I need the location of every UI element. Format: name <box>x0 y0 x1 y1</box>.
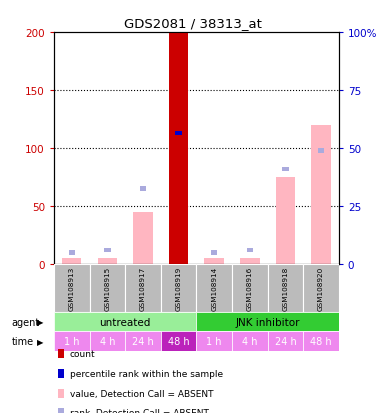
Text: GSM108919: GSM108919 <box>176 266 182 310</box>
Bar <box>54 312 196 332</box>
Bar <box>54 332 90 351</box>
Text: count: count <box>70 349 95 358</box>
Bar <box>240 259 259 264</box>
Text: GSM108914: GSM108914 <box>211 266 217 310</box>
Text: agent: agent <box>12 317 40 327</box>
Bar <box>268 332 303 351</box>
Text: GDS2081 / 38313_at: GDS2081 / 38313_at <box>124 17 261 29</box>
Text: GSM108915: GSM108915 <box>104 266 110 310</box>
Text: time: time <box>12 337 33 347</box>
Bar <box>282 167 289 172</box>
Bar <box>90 332 125 351</box>
Text: 4 h: 4 h <box>242 337 258 347</box>
Text: rank, Detection Call = ABSENT: rank, Detection Call = ABSENT <box>70 408 209 413</box>
Bar <box>311 126 331 264</box>
Bar <box>232 332 268 351</box>
Text: ▶: ▶ <box>37 337 44 346</box>
Bar <box>232 264 268 312</box>
Text: value, Detection Call = ABSENT: value, Detection Call = ABSENT <box>70 389 213 398</box>
Bar <box>133 212 153 264</box>
Text: GSM108916: GSM108916 <box>247 266 253 310</box>
Bar <box>104 248 110 253</box>
Text: 48 h: 48 h <box>310 337 332 347</box>
Bar <box>303 264 339 312</box>
Text: 48 h: 48 h <box>168 337 189 347</box>
Bar <box>125 264 161 312</box>
Bar <box>246 248 253 253</box>
Bar <box>196 264 232 312</box>
Bar <box>125 332 161 351</box>
Text: 24 h: 24 h <box>132 337 154 347</box>
Bar <box>62 259 82 264</box>
Bar <box>54 264 90 312</box>
Text: ▶: ▶ <box>37 317 44 326</box>
Text: JNK inhibitor: JNK inhibitor <box>235 317 300 327</box>
Bar <box>276 178 295 264</box>
Text: 1 h: 1 h <box>206 337 222 347</box>
Text: 4 h: 4 h <box>100 337 115 347</box>
Bar <box>97 259 117 264</box>
Text: GSM108913: GSM108913 <box>69 266 75 310</box>
Text: GSM108917: GSM108917 <box>140 266 146 310</box>
Bar <box>204 259 224 264</box>
Bar <box>196 312 339 332</box>
Bar <box>303 332 339 351</box>
Text: 1 h: 1 h <box>64 337 79 347</box>
Bar <box>161 332 196 351</box>
Bar <box>69 250 75 255</box>
Text: untreated: untreated <box>99 317 151 327</box>
Bar <box>268 264 303 312</box>
Bar <box>318 149 324 153</box>
Bar <box>169 33 188 264</box>
Bar <box>161 264 196 312</box>
Bar <box>196 332 232 351</box>
Bar <box>90 264 125 312</box>
Text: percentile rank within the sample: percentile rank within the sample <box>70 369 223 378</box>
Bar <box>175 131 182 136</box>
Bar <box>140 187 146 192</box>
Text: GSM108918: GSM108918 <box>282 266 288 310</box>
Text: GSM108920: GSM108920 <box>318 266 324 310</box>
Text: 24 h: 24 h <box>275 337 296 347</box>
Bar <box>211 250 218 255</box>
